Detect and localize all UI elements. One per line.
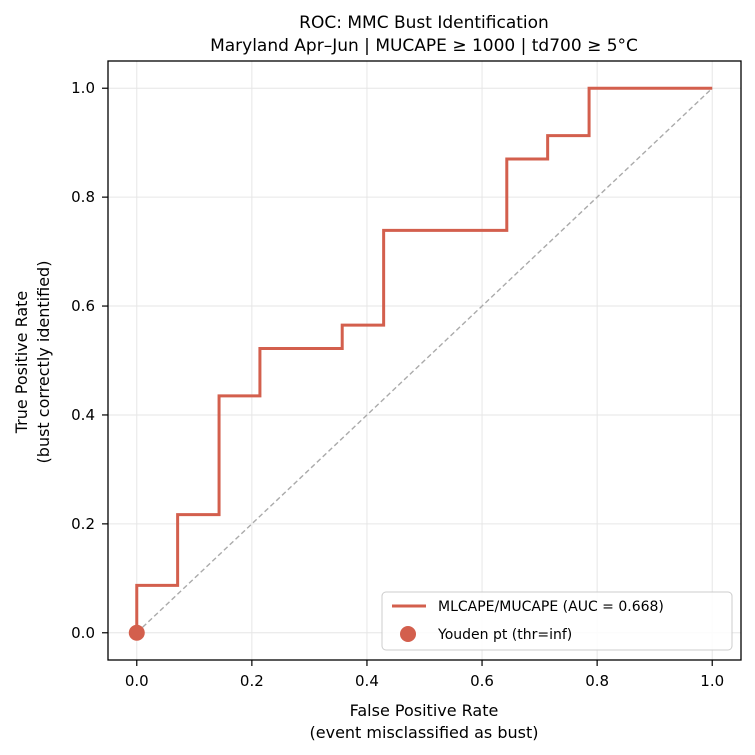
x-tick-label: 0.4 [355, 672, 379, 690]
y-tick-label: 0.6 [71, 297, 95, 315]
x-tick-label: 0.2 [240, 672, 264, 690]
x-tick-label: 0.8 [585, 672, 609, 690]
y-tick-label: 1.0 [71, 79, 95, 97]
y-axis-label-line2: (bust correctly identified) [34, 261, 53, 464]
y-tick-label: 0.4 [71, 406, 95, 424]
y-axis-label-line1: True Positive Rate [12, 291, 31, 435]
y-axis-ticks: 0.0 0.2 0.4 0.6 0.8 1.0 [71, 79, 108, 642]
chart-title-line2: Maryland Apr–Jun | MUCAPE ≥ 1000 | td700… [210, 36, 638, 56]
x-axis-ticks: 0.0 0.2 0.4 0.6 0.8 1.0 [125, 660, 724, 690]
legend: MLCAPE/MUCAPE (AUC = 0.668) Youden pt (t… [381, 591, 733, 651]
youden-marker-layer [128, 624, 145, 641]
y-tick-label: 0.2 [71, 515, 95, 533]
grid [108, 61, 741, 660]
y-tick-label: 0.8 [71, 188, 95, 206]
plot-frame [107, 60, 742, 661]
x-tick-label: 1.0 [700, 672, 724, 690]
youden-point-marker [128, 624, 145, 641]
x-tick-label: 0.0 [125, 672, 149, 690]
x-axis-label-line2: (event misclassified as bust) [310, 723, 539, 742]
x-axis-label-line1: False Positive Rate [350, 701, 499, 720]
diagonal-reference-line [136, 87, 713, 634]
chance-diagonal-line [136, 87, 713, 634]
legend-series-label: MLCAPE/MUCAPE (AUC = 0.668) [438, 599, 664, 615]
legend-box [381, 591, 733, 651]
roc-series [135, 86, 713, 633]
legend-marker-swatch [400, 626, 416, 642]
chart-title-line1: ROC: MMC Bust Identification [299, 13, 549, 33]
legend-marker-label: Youden pt (thr=inf) [437, 627, 572, 643]
roc-curve-line [135, 86, 713, 633]
x-tick-label: 0.6 [470, 672, 494, 690]
y-tick-label: 0.0 [71, 624, 95, 642]
